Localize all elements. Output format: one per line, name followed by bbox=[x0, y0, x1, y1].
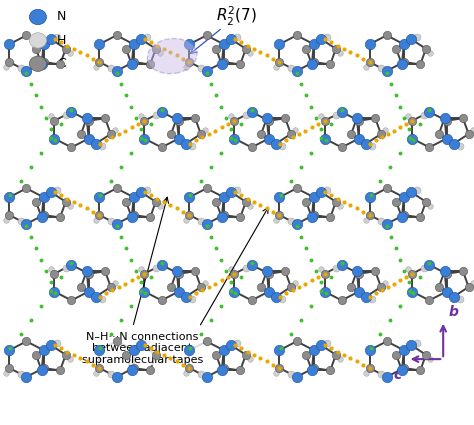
Text: N: N bbox=[57, 11, 66, 23]
Text: C: C bbox=[57, 57, 65, 70]
Circle shape bbox=[29, 33, 46, 48]
Text: N–H···N connections
between adjacent
supramolecular tapes: N–H···N connections between adjacent sup… bbox=[82, 332, 203, 365]
Circle shape bbox=[29, 9, 46, 25]
Text: b: b bbox=[449, 305, 459, 319]
Text: H: H bbox=[57, 34, 66, 47]
Ellipse shape bbox=[147, 39, 197, 74]
Circle shape bbox=[29, 56, 46, 71]
Text: c: c bbox=[394, 368, 402, 382]
Text: $\mathit{R}_2^2(7)$: $\mathit{R}_2^2(7)$ bbox=[191, 4, 257, 54]
